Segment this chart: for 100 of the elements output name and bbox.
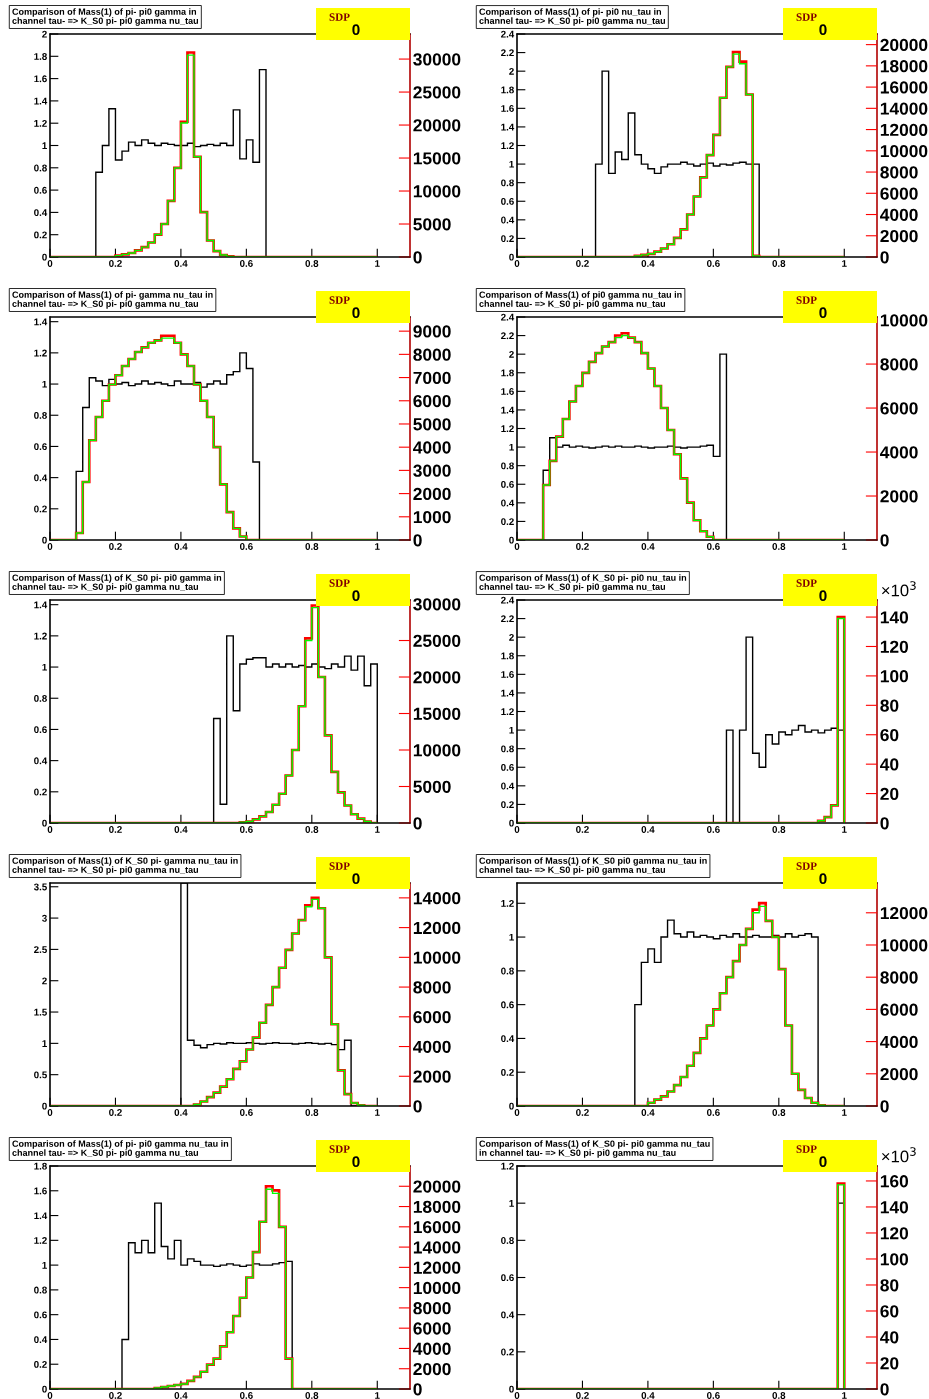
y-tick-label: 0.4	[501, 1035, 515, 1043]
x-tick-label: 1	[842, 1109, 847, 1116]
y2-tick-label: 16000	[413, 1220, 461, 1234]
y-tick-label: 0.4	[34, 757, 48, 765]
y2-tick-label: 25000	[413, 86, 461, 99]
y2-tick-label: 2000	[880, 229, 918, 243]
y2-tick-label: 120	[880, 1227, 909, 1240]
x-tick-label: 0.4	[174, 826, 188, 833]
x-tick-label: 0.8	[772, 826, 786, 833]
y2-tick-label: 30000	[413, 53, 461, 66]
x-tick-label: 0.2	[576, 1109, 589, 1116]
y-tick-label: 2.4	[501, 30, 515, 38]
y-tick-label: 1.2	[34, 349, 47, 357]
y2-tick-label: 10000	[880, 939, 928, 952]
annotation: 0	[352, 590, 360, 602]
x-tick-label: 0.2	[576, 826, 589, 833]
text: SDP	[329, 579, 350, 587]
x-tick-label: 1	[842, 543, 847, 550]
x-tick-label: 0.8	[772, 1392, 786, 1399]
y2-tick-label: 3000	[413, 464, 451, 477]
y-tick-label: 1.4	[34, 1212, 48, 1220]
y2-tick-label: 6000	[413, 1322, 451, 1335]
y2-tick-label: 2000	[413, 487, 451, 501]
y-tick-label: 0.8	[501, 179, 514, 187]
y-tick-label: 0	[42, 253, 47, 261]
x-tick-label: 0.6	[706, 543, 720, 550]
y-tick-label: 1	[42, 1040, 47, 1047]
chart-title: Comparison of Mass(1) of K_S0 pi- pi0 nu_tau in channel tau- => K_S0 pi- pi0 gamma nu_tau	[479, 574, 687, 592]
y2-tick-label: 20	[880, 1357, 899, 1370]
x-tick-label: 0.6	[239, 1392, 253, 1399]
x-tick-label: 0.2	[576, 1392, 589, 1399]
y-tick-label: 0	[509, 819, 514, 827]
y-tick-label: 0.4	[34, 209, 48, 217]
text: SDP	[329, 1145, 350, 1153]
y2-tick-label: 10000	[413, 744, 461, 757]
y-tick-label: 0.8	[34, 164, 47, 172]
y-tick-label: 0.8	[501, 745, 514, 753]
y-tick-label: 0.4	[501, 782, 515, 790]
y2-tick-label: 20	[880, 787, 899, 801]
y-tick-label: 0.6	[501, 197, 514, 205]
x-tick-label: 0.8	[305, 1392, 319, 1399]
y-tick-label: 1	[42, 142, 47, 150]
y-tick-label: 1.4	[34, 601, 48, 609]
y2-tick-label: 5000	[413, 418, 451, 431]
x-tick-label: 0.8	[772, 260, 786, 267]
chart-title: Comparison of Mass(1) of pi- gamma nu_tau in channel tau- => K_S0 pi- pi0 gamma nu_tau	[12, 291, 213, 309]
chart-title: Comparison of Mass(1) of pi- pi0 gamma in channel tau- => K_S0 pi- pi0 gamma nu_tau	[12, 8, 199, 26]
y-tick-label: 0	[509, 253, 514, 261]
y2-tick-label: 12000	[413, 921, 461, 935]
y-tick-label: 0.6	[34, 186, 47, 194]
y2-tick-label: 8000	[880, 971, 918, 984]
y-tick-label: 0.2	[34, 505, 47, 513]
x-tick-label: 0	[514, 543, 520, 550]
y-tick-label: 0.6	[501, 763, 514, 771]
y2-tick-label: 25000	[413, 634, 461, 647]
x-tick-label: 0	[47, 260, 53, 267]
x-tick-label: 1	[842, 826, 847, 833]
y-tick-label: 0.2	[501, 518, 514, 526]
y2-tick-label: 80	[880, 1279, 899, 1292]
annotation: 0	[352, 873, 360, 885]
y-tick-label: 0.2	[34, 788, 47, 796]
y-tick-label: 1.2	[501, 1162, 514, 1170]
y2-tick-label: 9000	[413, 325, 451, 338]
y-tick-label: 0.4	[501, 1311, 515, 1319]
y-tick-label: 0	[42, 819, 47, 827]
y2-tick-label: 120	[880, 640, 909, 653]
x-tick-label: 0	[514, 1392, 520, 1399]
y-tick-label: 2.4	[501, 313, 515, 321]
y2-tick-label: 18000	[413, 1200, 461, 1214]
y-tick-label: 2.5	[34, 946, 47, 954]
y2-tick-label: 4000	[413, 1342, 451, 1355]
y2-tick-label: 6000	[413, 1010, 451, 1024]
y2-tick-label: 8000	[880, 358, 918, 371]
y2-tick-label: 60	[880, 1305, 899, 1318]
y2-tick-label: 140	[880, 1201, 909, 1214]
text: ×10$^{3}$	[881, 1147, 916, 1163]
x-tick-label: 0.4	[641, 826, 655, 833]
y2-tick-label: 15000	[413, 152, 461, 165]
y-tick-label: 0.2	[501, 1348, 514, 1356]
y-tick-label: 1	[509, 160, 514, 168]
y-tick-label: 0.6	[34, 443, 47, 451]
text: SDP	[796, 579, 817, 587]
y-tick-label: 1	[509, 933, 514, 941]
x-tick-label: 1	[842, 1392, 847, 1399]
chart-title: Comparison of Mass(1) of K_S0 pi- gamma nu_tau in channel tau- => K_S0 pi- pi0 gamma nu_tau	[12, 857, 238, 875]
x-tick-label: 0.4	[641, 1109, 655, 1116]
y2-tick-label: 14000	[413, 892, 461, 905]
y-tick-label: 1.8	[501, 86, 514, 94]
y2-tick-label: 20000	[413, 671, 461, 684]
y2-tick-label: 8000	[880, 166, 918, 179]
annotation: 0	[819, 873, 827, 885]
y2-tick-label: 4000	[413, 441, 451, 454]
y2-tick-label: 20000	[413, 1180, 461, 1193]
y-tick-label: 0.8	[34, 1286, 47, 1294]
y-tick-label: 1.2	[501, 900, 514, 907]
annotation: 0	[819, 24, 827, 36]
y-tick-label: 1.2	[501, 708, 514, 716]
y-tick-label: 1.4	[501, 406, 515, 414]
y2-tick-label: 7000	[413, 371, 451, 385]
y2-tick-label: 12000	[413, 1261, 461, 1274]
